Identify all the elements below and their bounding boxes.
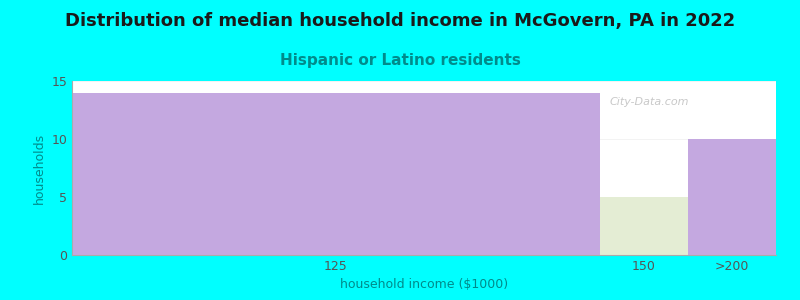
Text: Distribution of median household income in McGovern, PA in 2022: Distribution of median household income … bbox=[65, 12, 735, 30]
Text: Hispanic or Latino residents: Hispanic or Latino residents bbox=[279, 52, 521, 68]
X-axis label: household income ($1000): household income ($1000) bbox=[340, 278, 508, 291]
Bar bbox=[688, 139, 776, 255]
Y-axis label: households: households bbox=[33, 132, 46, 204]
Bar bbox=[72, 93, 600, 255]
Text: City-Data.com: City-Data.com bbox=[610, 97, 689, 107]
Bar bbox=[600, 197, 688, 255]
